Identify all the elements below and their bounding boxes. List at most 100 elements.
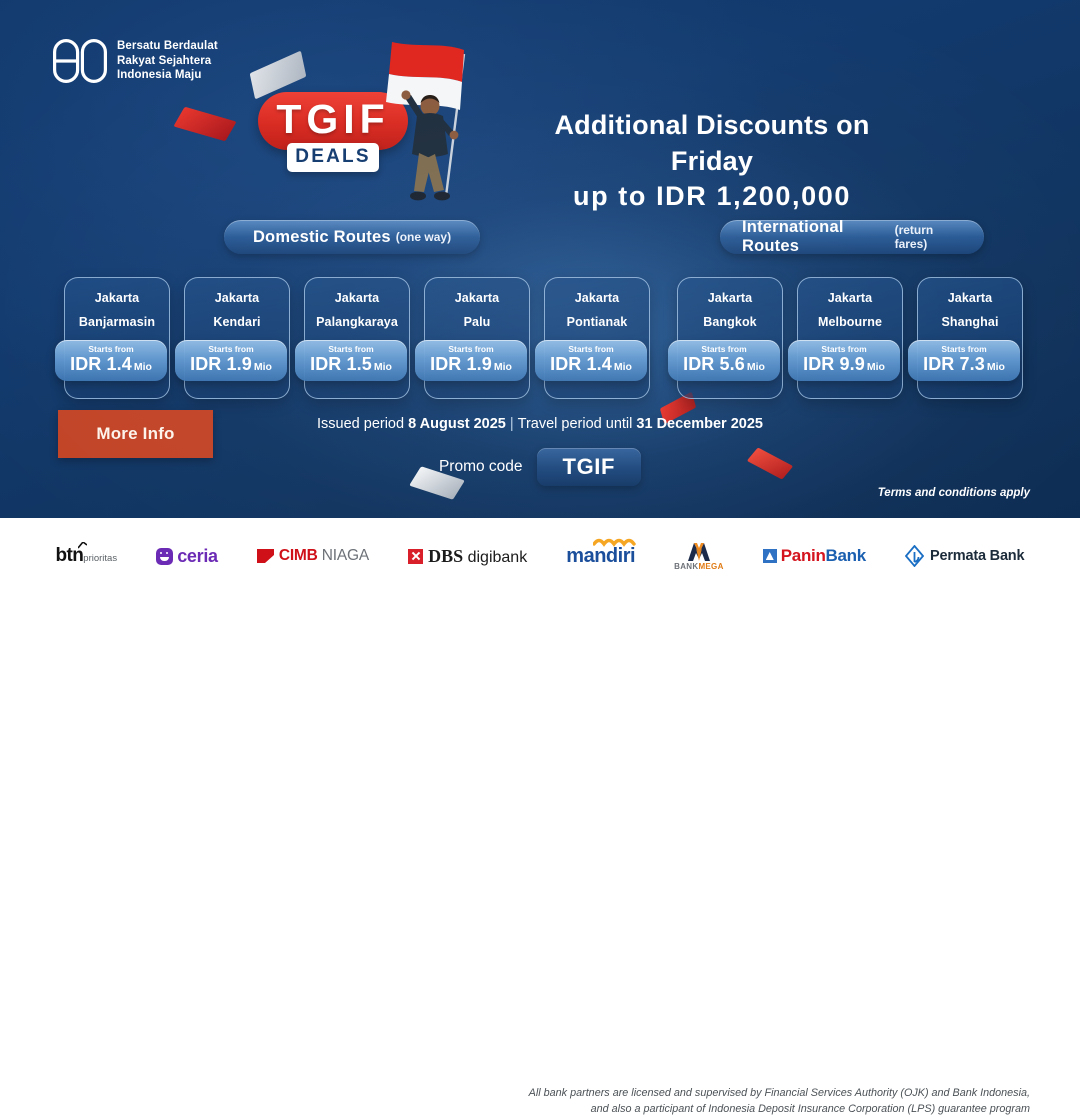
route-card[interactable]: Jakarta Kendari Starts from IDR 1.9 Mio bbox=[175, 277, 290, 399]
route-cities: Jakarta Kendari bbox=[185, 278, 289, 328]
issued-period-date: 8 August 2025 bbox=[408, 416, 506, 432]
route-price-pill: Starts from IDR 1.9 Mio bbox=[175, 339, 287, 381]
route-card[interactable]: Jakarta Bangkok Starts from IDR 5.6 Mio bbox=[668, 277, 783, 399]
footer: btnprioritas ceria CIMB NIAGA bbox=[0, 518, 1080, 1115]
section-note-international: (return fares) bbox=[894, 223, 934, 251]
route-card[interactable]: Jakarta Palangkaraya Starts from IDR 1.5… bbox=[295, 277, 410, 399]
permata-logo-text: Permata Bank bbox=[930, 548, 1025, 564]
price-amount: IDR 7.3 bbox=[923, 354, 985, 374]
route-origin: Jakarta bbox=[94, 291, 140, 305]
btn-swoosh-icon bbox=[78, 542, 88, 549]
section-title-domestic: Domestic Routes bbox=[252, 227, 391, 246]
route-cities: Jakarta Melbourne bbox=[798, 278, 902, 328]
more-info-button[interactable]: More Info bbox=[58, 410, 213, 458]
price-from-label: Starts from bbox=[448, 343, 494, 354]
bank-mega-m-icon bbox=[687, 542, 710, 561]
route-cities: Jakarta Palu bbox=[425, 278, 529, 328]
route-origin: Jakarta bbox=[574, 291, 620, 305]
route-destination: Bangkok bbox=[703, 314, 757, 329]
route-destination: Palu bbox=[463, 314, 491, 329]
route-cities: Jakarta Shanghai bbox=[918, 278, 1022, 328]
anniversary-logo: Bersatu Berdaulat Rakyat Sejahtera Indon… bbox=[52, 38, 218, 84]
price-unit: Mio bbox=[866, 361, 885, 373]
price-amount: IDR 1.4 bbox=[550, 354, 612, 374]
route-origin: Jakarta bbox=[827, 291, 873, 305]
dbs-mark-icon bbox=[408, 548, 424, 564]
tgif-logo: TGIF DEALS bbox=[258, 92, 408, 172]
price-from-label: Starts from bbox=[568, 343, 614, 354]
ribbon-red-left-icon bbox=[173, 106, 237, 142]
route-destination: Shanghai bbox=[941, 314, 999, 329]
route-origin: Jakarta bbox=[454, 291, 500, 305]
route-card[interactable]: Jakarta Banjarmasin Starts from IDR 1.4 M… bbox=[55, 277, 170, 399]
travel-period-date: 31 December 2025 bbox=[636, 416, 763, 432]
promo-banner: Bersatu Berdaulat Rakyat Sejahtera Indon… bbox=[0, 0, 1080, 621]
anniversary-tagline: Bersatu Berdaulat Rakyat Sejahtera Indon… bbox=[117, 39, 218, 82]
price-from-label: Starts from bbox=[88, 343, 134, 354]
bank-logo-cimb-niaga: CIMB NIAGA bbox=[256, 538, 369, 574]
route-card[interactable]: Jakarta Palu Starts from IDR 1.9 Mio bbox=[415, 277, 530, 399]
tgif-logo-pill: TGIF bbox=[258, 92, 408, 150]
panin-logo-sub: Bank bbox=[825, 546, 867, 565]
route-destination: Palangkaraya bbox=[316, 314, 398, 329]
bank-logo-ceria: ceria bbox=[156, 538, 218, 574]
route-price-pill: Starts from IDR 1.4 Mio bbox=[55, 339, 167, 381]
bank-partner-logos: btnprioritas ceria CIMB NIAGA bbox=[0, 530, 1080, 582]
route-cities: Jakarta Banjarmasin bbox=[65, 278, 169, 328]
flag-bearer-illustration bbox=[372, 36, 492, 206]
route-price-pill: Starts from IDR 9.9 Mio bbox=[788, 339, 900, 381]
route-card[interactable]: Jakarta Melbourne Starts from IDR 9.9 Mio bbox=[788, 277, 903, 399]
price-amount: IDR 9.9 bbox=[803, 354, 865, 374]
price-amount: IDR 1.9 bbox=[430, 354, 492, 374]
ribbon-red-low-icon bbox=[746, 447, 794, 480]
price-unit: Mio bbox=[746, 361, 765, 373]
price-unit: Mio bbox=[133, 361, 152, 373]
route-destination: Melbourne bbox=[817, 314, 883, 329]
promo-period: Issued period 8 August 2025 | Travel perio… bbox=[270, 415, 810, 434]
route-origin: Jakarta bbox=[947, 291, 993, 305]
headline-line-1: Additional Discounts on Friday bbox=[554, 110, 870, 176]
price-from-label: Starts from bbox=[941, 343, 987, 354]
terms-and-conditions[interactable]: Terms and conditions apply bbox=[877, 487, 1030, 499]
price-amount: IDR 1.4 bbox=[70, 354, 132, 374]
route-cities: Jakarta Bangkok bbox=[678, 278, 782, 328]
promo-code-label: Promo code bbox=[438, 458, 523, 475]
headline: Additional Discounts on Friday up to IDR… bbox=[512, 108, 912, 215]
tgif-logo-subtitle: DEALS bbox=[295, 146, 371, 167]
section-header-international: International Routes (return fares) bbox=[720, 218, 984, 255]
promo-code-row: Promo code TGIF bbox=[380, 448, 700, 486]
mandiri-wave-icon bbox=[593, 538, 636, 547]
promo-code-value: TGIF bbox=[562, 454, 616, 479]
permata-diamond-icon bbox=[905, 545, 925, 567]
route-cities: Jakarta Pontianak bbox=[545, 278, 649, 328]
route-price-pill: Starts from IDR 1.5 Mio bbox=[295, 339, 407, 381]
price-unit: Mio bbox=[986, 361, 1005, 373]
ceria-logo-text: ceria bbox=[177, 545, 218, 566]
tgif-logo-deals-box: DEALS bbox=[287, 143, 379, 172]
price-from-label: Starts from bbox=[208, 343, 254, 354]
price-unit: Mio bbox=[493, 361, 512, 373]
cimb-logo-main: CIMB bbox=[278, 547, 318, 564]
tgif-logo-title: TGIF bbox=[276, 96, 390, 142]
btn-logo-sub: prioritas bbox=[83, 553, 118, 564]
bank-logo-dbs-digibank: DBS digibank bbox=[408, 538, 527, 574]
headline-line-2: up to IDR 1,200,000 bbox=[573, 181, 851, 212]
route-card[interactable]: Jakarta Shanghai Starts from IDR 7.3 Mio bbox=[908, 277, 1023, 399]
route-origin: Jakarta bbox=[214, 291, 260, 305]
bank-logo-panin-bank: PaninBank bbox=[762, 538, 867, 574]
bank-logo-permata-bank: Permata Bank bbox=[905, 538, 1025, 574]
route-price-pill: Starts from IDR 5.6 Mio bbox=[668, 339, 780, 381]
route-cities: Jakarta Palangkaraya bbox=[305, 278, 409, 328]
disclaimer-line-2: and also a participant of Indonesia Depo… bbox=[590, 1102, 1030, 1115]
bank-logo-mandiri: mandiri bbox=[566, 538, 636, 574]
cimb-logo-sub: NIAGA bbox=[321, 547, 369, 564]
route-origin: Jakarta bbox=[707, 291, 753, 305]
price-amount: IDR 1.9 bbox=[190, 354, 252, 374]
route-card[interactable]: Jakarta Pontianak Starts from IDR 1.4 Mio bbox=[535, 277, 650, 399]
hero-section: Bersatu Berdaulat Rakyat Sejahtera Indon… bbox=[0, 0, 1080, 518]
price-amount: IDR 1.5 bbox=[310, 354, 372, 374]
route-origin: Jakarta bbox=[334, 291, 380, 305]
footer-disclaimer: All bank partners are licensed and super… bbox=[470, 1086, 1030, 1117]
route-price-pill: Starts from IDR 1.9 Mio bbox=[415, 339, 527, 381]
promo-code-chip[interactable]: TGIF bbox=[536, 448, 642, 486]
